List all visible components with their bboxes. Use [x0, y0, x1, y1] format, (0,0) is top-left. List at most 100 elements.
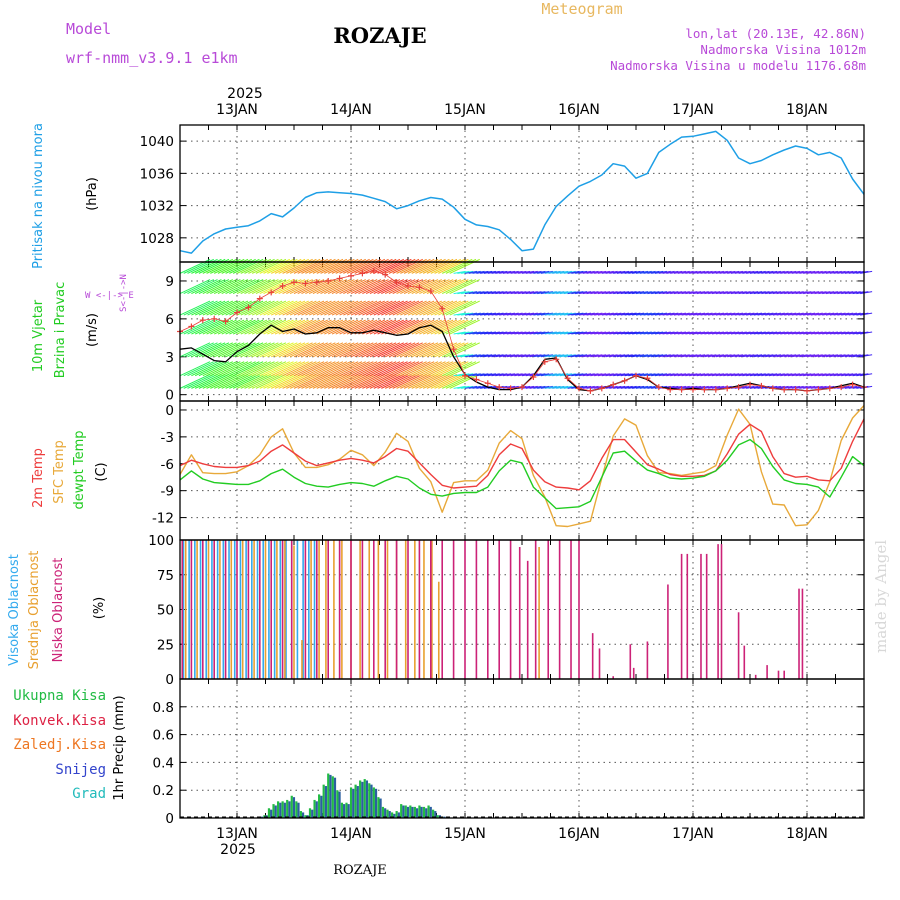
- wind-barb: [848, 385, 861, 389]
- wind-barb: [601, 270, 614, 274]
- wind-barb: [232, 373, 264, 389]
- wind-barb: [632, 331, 645, 335]
- wind-barb: [704, 373, 717, 377]
- wind-barb: [331, 342, 363, 358]
- wind-barb: [540, 291, 554, 295]
- wind-barb: [354, 319, 385, 335]
- wind-barb: [613, 291, 626, 295]
- wind-barb: [365, 300, 397, 316]
- wind-barb: [384, 300, 416, 316]
- precip-snow-bar: [388, 811, 391, 818]
- wind-barb: [575, 373, 588, 377]
- wind-barb: [453, 312, 466, 316]
- wind-barb: [259, 373, 291, 389]
- wind-barb: [658, 270, 671, 274]
- wind-barb: [187, 373, 218, 389]
- wind-barb: [434, 342, 465, 358]
- wind-barb: [270, 342, 302, 358]
- precip-total-bar: [413, 806, 416, 818]
- wind-barb: [673, 270, 687, 274]
- wind-barb: [210, 279, 241, 295]
- wind-barb: [734, 270, 747, 274]
- wind-barb: [339, 361, 370, 377]
- wind-ytick-label: 0: [165, 388, 174, 404]
- pressure-ylabel: Pritisak na nivou mora: [31, 123, 46, 269]
- wind-barb: [263, 361, 294, 377]
- wind-barb: [696, 291, 709, 295]
- wind-barb: [616, 385, 630, 389]
- wind-barb: [825, 354, 839, 358]
- wind-barb: [350, 361, 382, 377]
- wind-barb: [803, 270, 816, 274]
- wind-barb: [609, 354, 622, 358]
- wind-barb: [529, 354, 542, 358]
- wind-barb: [362, 342, 393, 358]
- wind-barb: [183, 361, 214, 377]
- wind-barb: [191, 300, 222, 316]
- pressure-line: [179, 130, 865, 254]
- wind-barb: [377, 361, 408, 377]
- wind-barb: [316, 319, 348, 335]
- wind-barb: [289, 342, 321, 358]
- wind-barb: [236, 342, 268, 358]
- wind-barb: [472, 331, 485, 335]
- wind-barb: [483, 373, 497, 377]
- precip-panel-frame: [179, 678, 865, 819]
- wind-barb: [472, 385, 485, 389]
- wind-barb: [346, 373, 378, 389]
- wind-barb: [677, 373, 690, 377]
- wind-barb: [806, 373, 820, 377]
- wind-barb: [537, 270, 550, 274]
- wind-barb: [502, 312, 516, 316]
- wind-barb: [829, 373, 842, 377]
- wind-barb: [548, 385, 561, 389]
- wind-barb: [559, 385, 573, 389]
- wind-barb: [384, 342, 416, 358]
- precip-snow-bar: [338, 791, 341, 818]
- wind-barb: [635, 312, 649, 316]
- wind-barb: [586, 291, 599, 295]
- wind-barb: [734, 354, 747, 358]
- wind-barb: [286, 279, 317, 295]
- wind-barb: [464, 331, 478, 335]
- wind-barb: [297, 319, 328, 335]
- wind-barb: [841, 354, 854, 358]
- wind-barb: [255, 300, 287, 316]
- wind-barb: [624, 291, 637, 295]
- wind-barb: [206, 373, 237, 389]
- wind-barb: [613, 331, 626, 335]
- wind-barb: [263, 300, 294, 316]
- wind-barb: [791, 385, 804, 389]
- wind-barb: [472, 291, 485, 295]
- wind-barb: [461, 331, 474, 335]
- wind-barb: [616, 291, 630, 295]
- wind-barb: [829, 291, 842, 295]
- wind-barb: [616, 354, 630, 358]
- wind-barb: [791, 331, 804, 335]
- precip-snow-bar: [301, 812, 305, 818]
- wind-barb: [373, 300, 405, 316]
- precip-total-bar: [422, 806, 426, 818]
- wind-barb: [563, 354, 576, 358]
- wind-barb: [658, 373, 671, 377]
- temp-ytick-label: -3: [161, 430, 174, 446]
- wind-barb: [445, 373, 477, 389]
- precip-total-bar: [331, 776, 334, 818]
- wind-barb: [267, 319, 298, 335]
- wind-barb: [673, 312, 687, 316]
- wind-barb: [635, 385, 649, 389]
- precip-snow-bar: [347, 804, 350, 818]
- precip-total-bar: [381, 806, 385, 818]
- cloud-ytick-label: 0: [165, 672, 174, 688]
- wind-barb: [582, 373, 595, 377]
- wind-barb: [616, 270, 630, 274]
- wind-barb: [213, 300, 245, 316]
- wind-barb: [757, 331, 770, 335]
- precip-total-bar: [427, 805, 430, 818]
- wind-barb: [780, 312, 793, 316]
- wind-barb: [540, 270, 554, 274]
- wind-barb: [301, 319, 332, 335]
- precip-snow-bar: [397, 812, 400, 818]
- wind-barb: [841, 312, 854, 316]
- wind-barb: [673, 373, 687, 377]
